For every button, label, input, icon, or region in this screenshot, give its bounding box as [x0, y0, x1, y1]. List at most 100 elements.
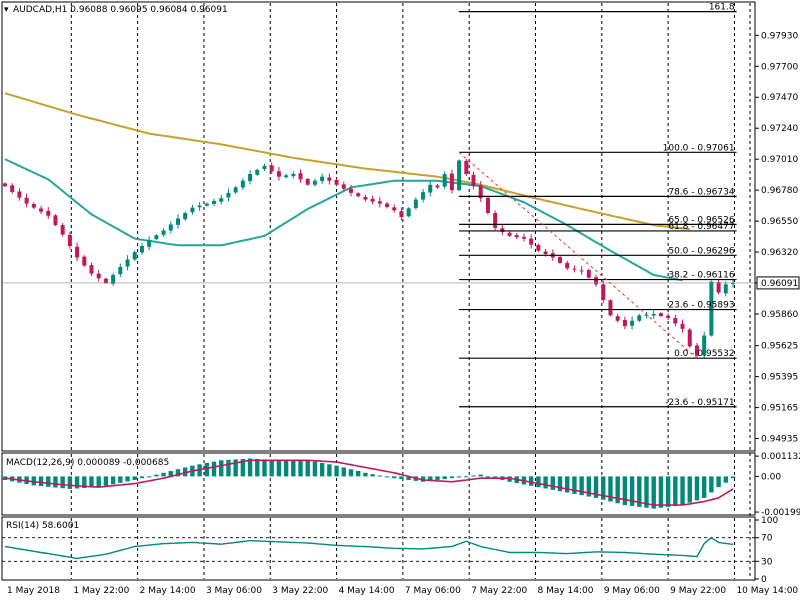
candle-body [262, 165, 267, 170]
fib-trend-line[interactable] [458, 151, 698, 359]
macd-bar [464, 476, 469, 478]
candle-body [118, 266, 123, 275]
macd-bar [557, 476, 563, 492]
macd-bar [579, 476, 584, 496]
candle-body [17, 191, 22, 198]
macd-bar [276, 460, 282, 477]
vertical-grid [70, 3, 751, 579]
macd-bar [262, 459, 267, 477]
candle-body [356, 193, 361, 197]
time-tick-label: 10 May 14:00 [736, 586, 798, 596]
macd-bar [384, 476, 390, 478]
macd-bar [399, 476, 404, 480]
macd-bar [341, 467, 346, 477]
candle-body [471, 174, 476, 187]
macd-bar [651, 476, 656, 509]
macd-bar [428, 476, 433, 481]
macd-bar [161, 472, 166, 477]
candle-body [377, 201, 382, 204]
macd-bar [629, 476, 635, 506]
candle-body [3, 183, 7, 187]
time-tick-label: 1 May 22:00 [73, 586, 129, 596]
macd-bar [298, 460, 303, 477]
price-tick-label: 0.96320 [761, 248, 798, 258]
price-tick-label: 0.95860 [761, 310, 798, 320]
macd-bar [334, 465, 339, 477]
macd-bar [355, 471, 361, 477]
ma-fast-line [4, 158, 683, 282]
candle-body [46, 210, 51, 216]
macd-bar [118, 476, 123, 483]
candle-body [601, 284, 606, 300]
candle-body [457, 160, 462, 191]
candle-body [529, 238, 534, 245]
candle-body [637, 315, 642, 321]
candle-body [327, 177, 332, 181]
candle-body [39, 208, 44, 212]
candle-body [709, 281, 714, 336]
macd-bar [637, 476, 642, 507]
ma-slow [4, 92, 690, 231]
macd-bar [709, 476, 714, 493]
macd-bar [82, 476, 87, 489]
macd-bar [622, 476, 628, 506]
rsi-tick-label: 30 [761, 557, 773, 567]
main-panel-frame [1, 1, 756, 452]
macd-bar [132, 476, 137, 480]
macd-tick-label: -0.001992 [761, 508, 800, 518]
macd-bar [471, 475, 476, 477]
macd-bar [456, 476, 462, 478]
candle-body [651, 314, 656, 316]
macd-bar [435, 476, 440, 480]
candle-body [493, 213, 498, 228]
candle-body [60, 225, 65, 235]
fib-level-label: 61.8 - 0.96477 [668, 222, 734, 232]
macd-bar [46, 476, 51, 487]
candle-body [558, 257, 563, 263]
macd-bar [305, 460, 310, 477]
macd-bar [74, 476, 80, 489]
time-tick-label: 3 May 06:00 [206, 586, 262, 596]
fib-level-label: 78.6 - 0.96734 [668, 187, 734, 197]
candle-body [507, 232, 512, 236]
candle-body [694, 345, 699, 356]
macd-bar [608, 476, 613, 502]
candle-body [276, 171, 281, 177]
macd-bar [125, 476, 130, 482]
macd-tick-label: 0.001132 [761, 452, 800, 462]
candle-body [406, 208, 411, 217]
candle-body [363, 197, 368, 200]
candle-body [521, 236, 526, 239]
time-tick-label: 9 May 22:00 [670, 586, 726, 596]
price-tick-label: 0.97930 [761, 31, 798, 41]
time-axis: 1 May 2018 1 May 22:00 2 May 14:00 3 May 06… [7, 586, 798, 596]
macd-bar [110, 476, 116, 485]
macd-bar [392, 476, 397, 479]
candle-body [658, 313, 663, 317]
candle-body [565, 262, 570, 269]
macd-bar [247, 458, 253, 477]
candle-body [255, 169, 260, 175]
macd-bar [240, 458, 246, 477]
candle-body [615, 316, 620, 321]
candle-body [233, 187, 238, 193]
macd-bar [269, 459, 274, 477]
candle-body [536, 245, 541, 251]
candle-body [666, 315, 671, 319]
macd-bar [601, 476, 606, 500]
candle-body [212, 200, 217, 205]
macd-bar [103, 476, 109, 486]
candle-body [320, 176, 325, 182]
candle-body [226, 192, 231, 198]
time-tick-label: 7 May 22:00 [471, 586, 527, 596]
candle-body [305, 178, 310, 185]
macd-signal-line [4, 459, 734, 506]
candle-body [478, 185, 483, 199]
candle-body [291, 173, 296, 177]
macd-bar [528, 476, 534, 486]
collapse-arrow-icon[interactable]: ▾ [4, 5, 9, 15]
candle-body [132, 252, 137, 260]
time-tick-label: 3 May 22:00 [272, 586, 328, 596]
price-tick-label: 0.95165 [761, 404, 798, 414]
